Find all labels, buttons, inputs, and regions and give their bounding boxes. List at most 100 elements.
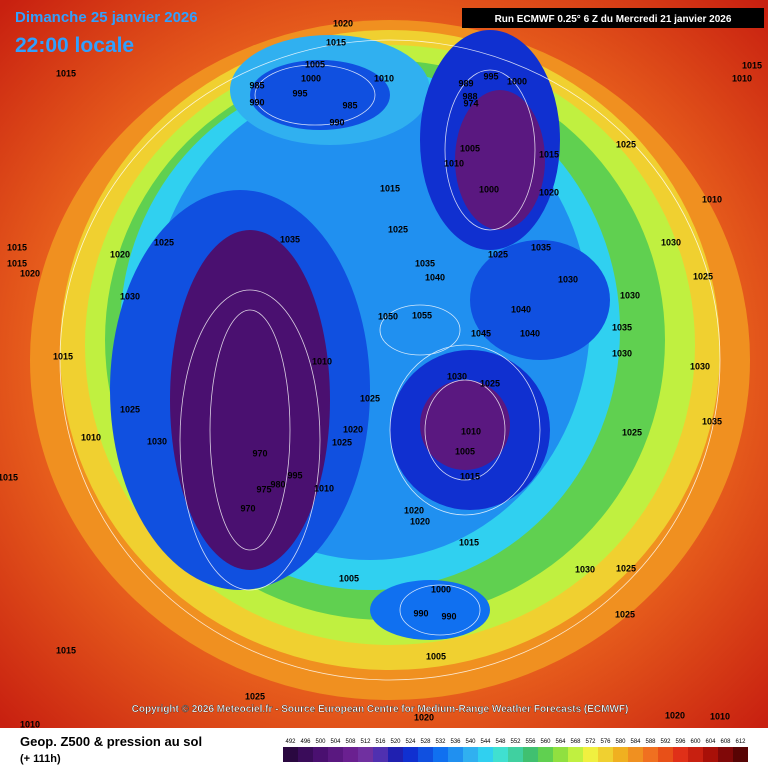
scale-tick: 576 xyxy=(600,739,611,745)
isobar-label: 1025 xyxy=(245,691,265,701)
isobar-label: 1040 xyxy=(520,328,540,338)
footer-lead: (+ 111h) xyxy=(20,753,61,765)
scale-tick: 536 xyxy=(450,739,461,745)
scale-swatch xyxy=(508,747,523,762)
scale-swatch xyxy=(538,747,553,762)
isobar-label: 1020 xyxy=(343,424,363,434)
isobar-label: 1035 xyxy=(612,322,632,332)
isobar-label: 1005 xyxy=(455,446,475,456)
isobar-label: 1005 xyxy=(305,59,325,69)
scale-tick: 528 xyxy=(420,739,431,745)
isobar-label: 1030 xyxy=(147,436,167,446)
time: 22:00 locale xyxy=(15,34,134,57)
isobar-label: 1010 xyxy=(710,711,730,721)
isobar-label: 1020 xyxy=(410,516,430,526)
run-box xyxy=(462,8,764,28)
isobar-label: 1010 xyxy=(702,194,722,204)
isobar-label: 1015 xyxy=(459,537,479,547)
isobar-label: 1000 xyxy=(507,76,527,86)
scale-tick: 508 xyxy=(345,739,356,745)
isobar-label: 990 xyxy=(413,608,428,618)
scale-tick: 564 xyxy=(555,739,566,745)
isobar-label: 995 xyxy=(483,71,498,81)
scale-swatch xyxy=(283,747,298,762)
scale-swatch xyxy=(403,747,418,762)
isobar-label: 1005 xyxy=(460,143,480,153)
scale-swatch xyxy=(328,747,343,762)
isobar-label: 990 xyxy=(329,117,344,127)
isobar-label: 1030 xyxy=(661,237,681,247)
scale-tick: 608 xyxy=(720,739,731,745)
isobar-label: 1015 xyxy=(56,645,76,655)
scale-tick: 600 xyxy=(690,739,701,745)
isobar-label: 1025 xyxy=(480,378,500,388)
scale-tick: 588 xyxy=(645,739,656,745)
isobar-label: 985 xyxy=(249,80,264,90)
isobar-label: 1025 xyxy=(616,563,636,573)
isobar-label: 1025 xyxy=(693,271,713,281)
isobar-label: 1005 xyxy=(426,651,446,661)
isobar-label: 1025 xyxy=(622,427,642,437)
isobar-label: 990 xyxy=(249,97,264,107)
scale-tick: 612 xyxy=(735,739,746,745)
isobar-label: 1030 xyxy=(620,290,640,300)
scale-swatch xyxy=(568,747,583,762)
scale-tick: 516 xyxy=(375,739,386,745)
scale-swatch xyxy=(433,747,448,762)
scale-swatch xyxy=(703,747,718,762)
isobar-label: 974 xyxy=(463,98,478,108)
isobar-label: 1010 xyxy=(312,356,332,366)
scale-swatch xyxy=(373,747,388,762)
isobar-label: 1025 xyxy=(360,393,380,403)
isobar-label: 1030 xyxy=(575,564,595,574)
scale-swatch xyxy=(643,747,658,762)
isobar-label: 1020 xyxy=(333,18,353,28)
isobar-label: 1010 xyxy=(81,432,101,442)
isobar-label: 1015 xyxy=(7,258,27,268)
isobar-label: 995 xyxy=(292,88,307,98)
copyright: Copyright © 2026 Meteociel.fr - Source E… xyxy=(132,704,629,715)
scale-swatch xyxy=(448,747,463,762)
isobar-label: 975 xyxy=(256,484,271,494)
isobar-label: 1030 xyxy=(558,274,578,284)
scale-swatch xyxy=(583,747,598,762)
scale-swatch xyxy=(388,747,403,762)
isobar-label: 970 xyxy=(252,448,267,458)
scale-swatch xyxy=(718,747,733,762)
isobar-label: 1035 xyxy=(702,416,722,426)
date: Dimanche 25 janvier 2026 xyxy=(15,9,198,26)
isobar-label: 1035 xyxy=(531,242,551,252)
isobar-label: 1015 xyxy=(539,149,559,159)
scale-swatch xyxy=(673,747,688,762)
scale-tick: 580 xyxy=(615,739,626,745)
scale-tick: 604 xyxy=(705,739,716,745)
isobar-label: 1030 xyxy=(447,371,467,381)
footer-title: Geop. Z500 & pression au sol xyxy=(20,734,202,749)
isobar-label: 989 xyxy=(458,78,473,88)
scale-tick: 572 xyxy=(585,739,596,745)
isobar-label: 1025 xyxy=(616,139,636,149)
isobar-label: 1010 xyxy=(314,483,334,493)
scale-tick: 500 xyxy=(315,739,326,745)
isobar-label: 1035 xyxy=(415,258,435,268)
scale-tick: 544 xyxy=(480,739,491,745)
isobar-label: 1045 xyxy=(471,328,491,338)
scale-swatch xyxy=(553,747,568,762)
isobar-label: 1015 xyxy=(56,68,76,78)
isobar-label: 1010 xyxy=(374,73,394,83)
isobar-label: 1015 xyxy=(7,242,27,252)
isobar-label: 1025 xyxy=(154,237,174,247)
isobar-label: 1030 xyxy=(612,348,632,358)
isobar-label: 1025 xyxy=(615,609,635,619)
isobar-label: 1015 xyxy=(380,183,400,193)
scale-swatch xyxy=(598,747,613,762)
isobar-label: 1010 xyxy=(20,719,40,729)
scale-swatch xyxy=(358,747,373,762)
scale-tick: 568 xyxy=(570,739,581,745)
isobar-label: 1025 xyxy=(120,404,140,414)
scale-tick: 524 xyxy=(405,739,416,745)
scale-swatch xyxy=(343,747,358,762)
scale-tick: 556 xyxy=(525,739,536,745)
scale-tick: 492 xyxy=(285,739,296,745)
